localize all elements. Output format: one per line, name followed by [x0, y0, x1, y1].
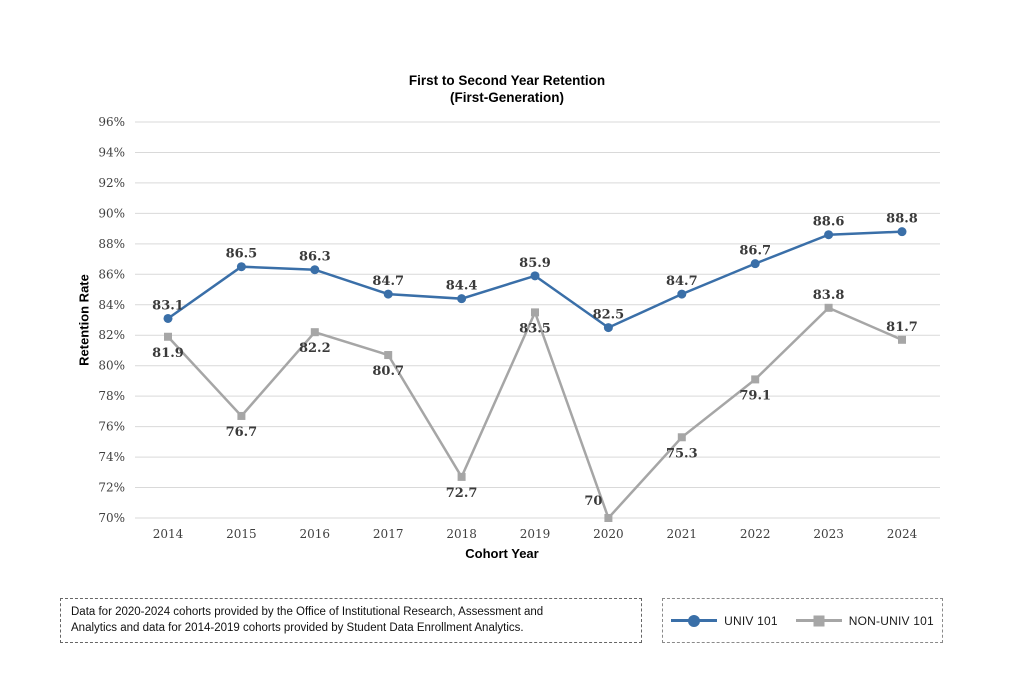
x-axis-tick-label: 2018 [446, 527, 477, 541]
data-label-non-univ-101: 81.9 [152, 346, 184, 361]
data-label-non-univ-101: 83.8 [813, 288, 845, 303]
data-label-univ-101: 88.8 [886, 212, 918, 227]
x-axis-tick-label: 2020 [593, 527, 624, 541]
data-label-univ-101: 84.4 [446, 279, 478, 294]
data-point-univ-101 [824, 230, 834, 240]
data-point-non-univ-101 [531, 308, 539, 317]
data-label-non-univ-101: 81.7 [886, 320, 918, 335]
data-label-univ-101: 82.5 [593, 308, 625, 323]
data-label-univ-101: 86.5 [226, 247, 258, 262]
x-axis-tick-label: 2022 [740, 527, 771, 541]
chart-title-line2: (First-Generation) [449, 90, 564, 105]
non-univ-101-line-marker-icon [795, 615, 842, 626]
y-axis-tick-label: 74% [98, 450, 125, 464]
series-line-non-univ-101 [167, 306, 903, 521]
data-point-non-univ-101 [824, 303, 833, 312]
x-axis-title: Cohort Year [465, 546, 539, 561]
data-point-non-univ-101 [677, 433, 686, 442]
footnote-box: Data for 2020-2024 cohorts provided by t… [60, 598, 642, 643]
x-axis-tick-label: 2014 [153, 527, 184, 541]
circle-marker-icon [688, 614, 701, 627]
x-axis-tick-label: 2023 [813, 527, 844, 541]
data-point-univ-101 [236, 262, 246, 272]
legend-label-univ-101: UNIV 101 [724, 613, 778, 628]
data-point-univ-101 [383, 289, 393, 299]
univ-101-line-marker-icon [671, 614, 718, 627]
data-point-non-univ-101 [751, 375, 760, 384]
y-axis-tick-label: 72% [98, 481, 125, 495]
data-point-univ-101 [750, 259, 760, 269]
y-axis-tick-label: 88% [98, 237, 125, 251]
data-point-non-univ-101 [310, 328, 319, 337]
data-point-non-univ-101 [604, 514, 613, 522]
data-point-non-univ-101 [457, 472, 466, 481]
data-label-non-univ-101: 83.5 [519, 321, 551, 336]
footnote-text: Data for 2020-2024 cohorts provided by t… [71, 605, 544, 634]
y-axis-tick-label: 96% [98, 115, 125, 129]
data-point-non-univ-101 [898, 335, 906, 344]
data-label-univ-101: 84.7 [372, 274, 404, 289]
data-label-univ-101: 85.9 [519, 256, 551, 271]
x-axis-tick-label: 2019 [520, 527, 551, 541]
data-label-non-univ-101: 82.2 [299, 341, 331, 356]
data-label-non-univ-101: 70 [584, 494, 602, 509]
y-axis-tick-label: 84% [98, 298, 125, 312]
data-label-univ-101: 83.1 [152, 298, 184, 313]
legend-label-non-univ-101: NON-UNIV 101 [848, 613, 934, 628]
y-axis-tick-label: 82% [98, 328, 125, 342]
x-axis-tick-label: 2016 [300, 527, 331, 541]
data-point-non-univ-101 [164, 332, 172, 341]
x-axis-tick-label: 2015 [226, 527, 257, 541]
legend-item-non-univ-101: NON-UNIV 101 [795, 613, 934, 628]
chart-title-line1: First to Second Year Retention [408, 73, 606, 88]
data-point-non-univ-101 [384, 351, 393, 360]
data-label-non-univ-101: 80.7 [372, 364, 404, 379]
data-label-non-univ-101: 75.3 [666, 446, 698, 461]
y-axis-tick-label: 70% [98, 511, 125, 525]
data-label-non-univ-101: 76.7 [226, 425, 258, 440]
data-point-non-univ-101 [237, 411, 246, 420]
data-point-univ-101 [897, 227, 907, 237]
square-marker-icon [813, 615, 825, 626]
x-axis-tick-label: 2017 [373, 527, 404, 541]
data-point-univ-101 [603, 323, 613, 333]
data-label-univ-101: 86.7 [739, 244, 771, 259]
data-label-univ-101: 88.6 [813, 215, 845, 230]
data-label-non-univ-101: 72.7 [446, 486, 478, 501]
x-axis-tick-label: 2021 [667, 527, 698, 541]
data-label-univ-101: 86.3 [299, 250, 331, 265]
legend-item-univ-101: UNIV 101 [671, 614, 778, 628]
y-axis-tick-label: 94% [98, 145, 125, 159]
data-point-univ-101 [457, 294, 467, 304]
y-axis-tick-label: 86% [98, 267, 125, 281]
y-axis-tick-label: 90% [98, 206, 125, 220]
chart-title: First to Second Year Retention (First-Ge… [0, 72, 1014, 106]
y-axis-tick-label: 92% [98, 176, 125, 190]
y-axis-tick-label: 76% [98, 420, 125, 434]
data-label-non-univ-101: 79.1 [739, 388, 771, 403]
data-point-univ-101 [530, 271, 540, 281]
data-point-univ-101 [163, 313, 173, 323]
y-axis-tick-label: 78% [98, 389, 125, 403]
data-point-univ-101 [677, 289, 687, 299]
y-axis-tick-label: 80% [98, 359, 125, 373]
legend-box: UNIV 101 NON-UNIV 101 [662, 598, 943, 643]
data-label-univ-101: 84.7 [666, 274, 698, 289]
x-axis-tick-label: 2024 [887, 527, 918, 541]
data-point-univ-101 [310, 265, 320, 275]
